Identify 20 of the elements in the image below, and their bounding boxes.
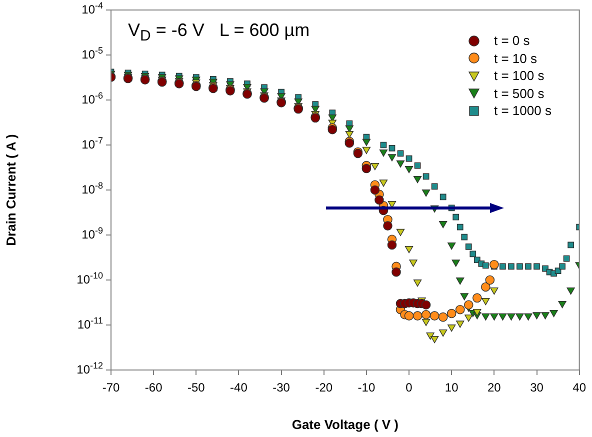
x-tick-label: -10 <box>358 380 376 395</box>
legend-label: t = 10 s <box>494 50 537 66</box>
annotation: V$_{D}$ = -6 V L = 600 µm <box>128 20 310 45</box>
x-tick-label: 0 <box>406 380 413 395</box>
x-tick-label: -40 <box>230 380 248 395</box>
x-tick-label: -20 <box>315 380 333 395</box>
x-tick-label: 40 <box>572 380 586 395</box>
legend-label: t = 500 s <box>494 86 544 101</box>
legend-label: t = 100 s <box>494 68 544 84</box>
y-axis-title: Drain Current ( A ) <box>3 134 18 246</box>
x-tick-label: 30 <box>530 380 544 395</box>
x-tick-label: 20 <box>487 380 502 395</box>
x-tick-label: -60 <box>144 380 163 395</box>
legend-label: t = 1000 s <box>494 103 552 118</box>
x-tick-label: -70 <box>102 380 120 395</box>
x-tick-label: 10 <box>444 380 459 395</box>
legend-label: t = 0 s <box>494 33 530 48</box>
x-tick-label: -30 <box>272 380 290 395</box>
x-tick-label: -50 <box>187 380 206 395</box>
x-axis-title: Gate Voltage ( V ) <box>292 416 398 432</box>
